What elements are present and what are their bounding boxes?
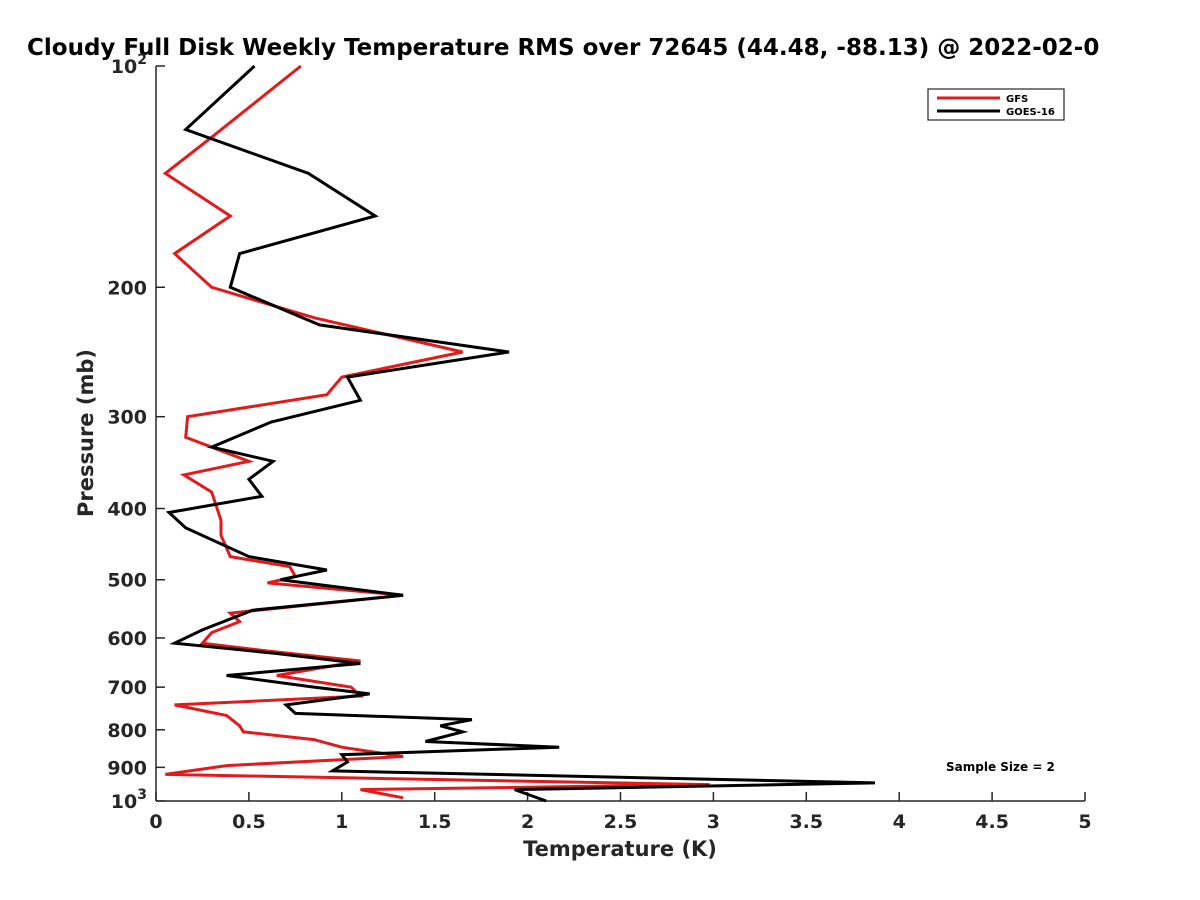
y-tick-label: 200 <box>107 277 147 299</box>
legend-box <box>927 88 1065 121</box>
legend: GFS GOES-16 <box>927 88 1065 121</box>
series-line-goes-16 <box>165 64 876 803</box>
y-tick-label: 800 <box>107 720 147 742</box>
x-tick-label: 0.5 <box>232 811 266 833</box>
y-tick-label: 600 <box>107 628 147 650</box>
legend-label-goes-16: GOES-16 <box>1006 107 1055 118</box>
y-axis-title: Pressure (mb) <box>74 349 98 517</box>
x-tick-label: 3 <box>707 811 720 833</box>
plot-area: 0 0.5 1 1.5 2 2.5 3 3.5 4 4.5 5 102 200 300 400 500 600… <box>107 52 1091 833</box>
sample-size-annotation: Sample Size = 2 <box>946 760 1055 774</box>
x-tick-label: 4.5 <box>975 811 1009 833</box>
x-tick-label: 3.5 <box>789 811 823 833</box>
x-tick-label: 5 <box>1078 811 1091 833</box>
x-axis-title: Temperature (K) <box>523 837 717 861</box>
y-tick-label: 300 <box>107 407 147 429</box>
x-tick-label: 2.5 <box>604 811 638 833</box>
x-ticks: 0 0.5 1 1.5 2 2.5 3 3.5 4 4.5 5 <box>149 792 1092 833</box>
x-tick-label: 1.5 <box>418 811 452 833</box>
y-tick-label: 400 <box>107 499 147 521</box>
y-tick-label: 900 <box>107 757 147 779</box>
x-tick-label: 0 <box>149 811 162 833</box>
series-group <box>162 64 876 803</box>
y-tick-label: 700 <box>107 677 147 699</box>
x-tick-label: 1 <box>335 811 348 833</box>
chart-title: Cloudy Full Disk Weekly Temperature RMS … <box>27 35 1099 61</box>
legend-label-gfs: GFS <box>1006 94 1028 105</box>
y-tick-label: 500 <box>107 570 147 592</box>
y-tick-label: 102 <box>111 52 147 78</box>
x-tick-label: 4 <box>893 811 906 833</box>
y-tick-label: 103 <box>111 787 147 813</box>
x-tick-label: 2 <box>521 811 534 833</box>
y-ticks: 102 200 300 400 500 600 700 800 900 103 <box>107 52 165 813</box>
